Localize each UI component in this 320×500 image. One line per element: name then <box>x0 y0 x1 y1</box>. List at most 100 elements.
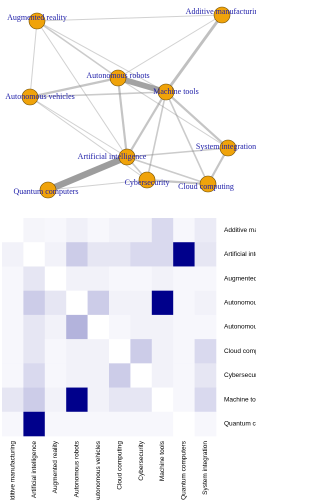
node <box>199 175 217 193</box>
edge <box>164 14 224 93</box>
heatmap-cell <box>66 266 88 291</box>
heatmap-cell <box>2 339 24 364</box>
heatmap-cell <box>109 411 131 437</box>
node <box>213 6 231 24</box>
heatmap-cell <box>87 290 110 316</box>
node-label: Augmented reality <box>7 13 67 22</box>
heatmap-cell <box>109 218 131 243</box>
heatmap-cell <box>194 411 217 437</box>
heatmap-cell <box>194 314 217 340</box>
node <box>28 12 46 30</box>
heatmap-cell <box>130 411 153 437</box>
heatmap-cell <box>87 363 110 388</box>
edge <box>36 14 223 22</box>
heatmap-cell <box>87 411 110 437</box>
heatmap-cell <box>173 266 195 291</box>
heatmap-cell <box>2 266 24 291</box>
node <box>138 171 156 189</box>
edge <box>117 77 229 149</box>
heatmap-cell <box>130 266 153 291</box>
heatmap-cell <box>44 314 67 340</box>
row-label: Machine tools <box>224 396 256 403</box>
heatmap-cell <box>23 339 46 364</box>
edges <box>29 14 229 193</box>
heatmap-cell <box>23 218 46 243</box>
node-label: Machine tools <box>153 87 199 96</box>
heatmap-cell <box>66 242 88 267</box>
column-label: Augmented reality <box>52 440 59 493</box>
heatmap-cell <box>66 363 88 388</box>
heatmap-cell <box>194 290 217 316</box>
heatmap-cell <box>44 411 67 437</box>
column-label: Cybersecurity <box>138 440 145 480</box>
node <box>39 181 57 199</box>
heatmap-cell <box>87 387 110 413</box>
heatmap-cell <box>109 339 131 364</box>
row-label: Artificial intelligence <box>224 251 256 258</box>
heatmap-cell <box>66 339 88 364</box>
edge <box>126 91 167 158</box>
edge <box>29 76 119 99</box>
heatmap-cell <box>173 314 195 340</box>
row-label: Quantum computers <box>224 421 256 428</box>
heatmap-cell <box>173 387 195 413</box>
node-label: Cloud computing <box>178 182 234 191</box>
heatmap-cell <box>130 290 153 316</box>
heatmap-cell <box>130 218 153 243</box>
column-label: Autonomous vehicles <box>95 440 102 500</box>
heatmap-cell <box>173 411 195 437</box>
heatmap-cell <box>23 266 46 291</box>
heatmap-cell <box>173 363 195 388</box>
heatmap-cell <box>44 242 67 267</box>
heatmap-cell <box>194 218 217 243</box>
heatmap-cell <box>173 218 195 243</box>
heatmap-cell <box>130 242 153 267</box>
node-label: Autonomous robots <box>86 71 149 80</box>
node-label: Quantum computers <box>13 187 78 196</box>
heatmap-cell <box>109 290 131 316</box>
heatmap-cell <box>2 387 24 413</box>
heatmap-cell <box>151 387 174 413</box>
heatmap-cell <box>151 290 174 316</box>
heatmap-cell <box>87 314 110 340</box>
edge <box>126 147 229 158</box>
heatmap-cell <box>87 242 110 267</box>
node <box>109 69 127 87</box>
heatmap-cell <box>151 339 174 364</box>
heatmap-cell <box>66 290 88 316</box>
heatmap-cell <box>194 266 217 291</box>
node-label: System integration <box>196 142 256 151</box>
heatmap-cell <box>2 314 24 340</box>
heatmap-cell <box>109 266 131 291</box>
heatmap-cell <box>2 242 24 267</box>
edge <box>36 20 128 158</box>
heatmap-cell <box>87 339 110 364</box>
edge <box>36 20 119 79</box>
node <box>21 88 39 106</box>
heatmap-cell <box>130 339 153 364</box>
heatmap-cell <box>44 266 67 291</box>
heatmap-cell <box>66 218 88 243</box>
heatmap-cell <box>23 314 46 340</box>
heatmap-cell <box>151 363 174 388</box>
edge <box>126 156 209 185</box>
row-label: Additive manufacturing <box>224 227 256 234</box>
heatmap-cell <box>2 290 24 316</box>
edge <box>36 20 167 93</box>
column-label: Machine tools <box>159 440 166 481</box>
heatmap-cell <box>130 387 153 413</box>
heatmap-cell <box>66 387 88 413</box>
edge <box>29 96 148 181</box>
heatmap-cell <box>194 339 217 364</box>
heatmap-cell <box>130 314 153 340</box>
column-label: Quantum computers <box>181 440 188 500</box>
heatmap-cell <box>23 290 46 316</box>
heatmap-cell <box>173 242 195 267</box>
heatmap-cell <box>23 242 46 267</box>
heatmap-cell <box>2 363 24 388</box>
node-label: Artificial intelligence <box>78 152 147 161</box>
heatmap-cell <box>151 242 174 267</box>
node-label: Autonomous vehicles <box>5 92 75 101</box>
edge <box>47 179 148 191</box>
heatmap-cell <box>194 242 217 267</box>
